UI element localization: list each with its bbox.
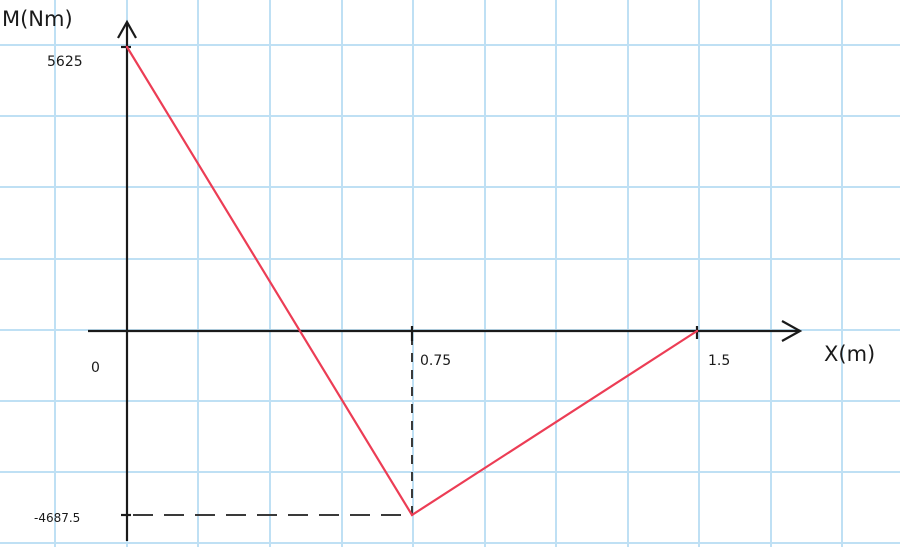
x-axis-title: X(m) bbox=[824, 342, 875, 366]
data-point-0-1 bbox=[410, 513, 414, 517]
x-axis-arrow bbox=[781, 320, 803, 342]
origin-label: 0 bbox=[91, 360, 100, 376]
guide-lines bbox=[133, 331, 413, 516]
y-tick-label-min: -4687.5 bbox=[34, 511, 80, 525]
x-tick-label-1: 0.75 bbox=[420, 353, 451, 369]
labels: M(Nm) X(m) 0 0.75 1.5 5625 -4687.5 bbox=[2, 7, 875, 525]
series-group bbox=[125, 45, 699, 517]
y-tick-label-max: 5625 bbox=[47, 54, 83, 70]
x-tick-label-2: 1.5 bbox=[708, 353, 730, 369]
y-axis-arrow bbox=[117, 19, 137, 39]
data-point-0-2 bbox=[695, 329, 699, 333]
y-axis-title: M(Nm) bbox=[2, 7, 73, 31]
data-point-0-0 bbox=[125, 45, 129, 49]
axes bbox=[88, 19, 803, 541]
